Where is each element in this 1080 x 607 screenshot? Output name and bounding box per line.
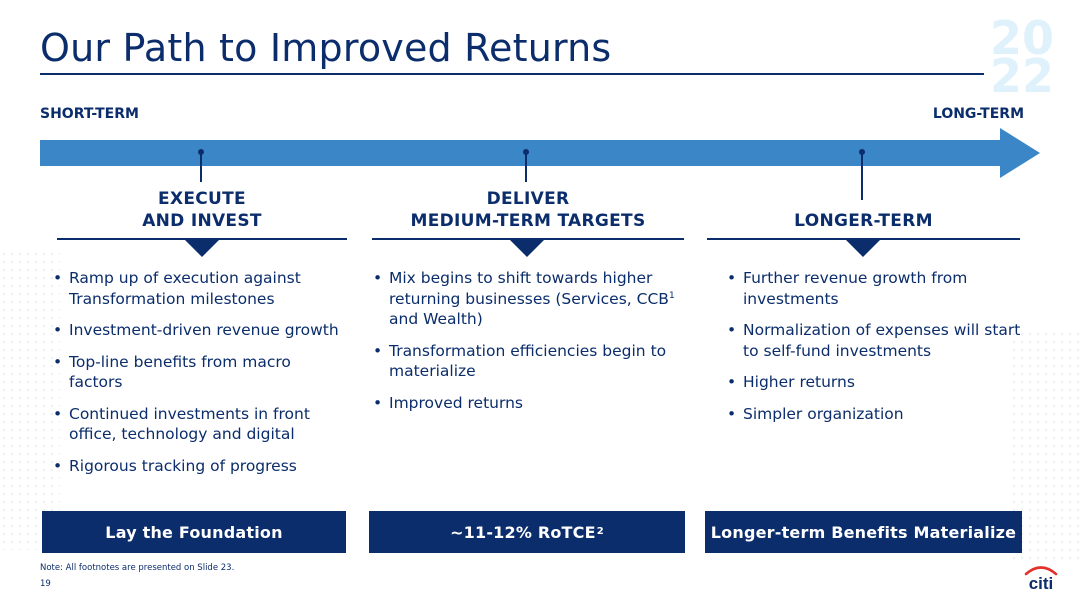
column-heading-line: MEDIUM-TERM TARGETS <box>410 211 646 231</box>
column-heading-line: AND INVEST <box>142 211 262 231</box>
year-watermark: 20 22 <box>990 11 1062 103</box>
column-pointer <box>184 239 220 257</box>
timeline-start-label: SHORT-TERM <box>40 106 139 122</box>
logo-wordmark: citi <box>1029 574 1054 591</box>
list-item: Simpler organization <box>727 404 1022 425</box>
column-pointer <box>509 239 545 257</box>
timeline-end-label: LONG-TERM <box>932 106 1024 122</box>
decorative-dot-pattern <box>0 250 60 550</box>
column-heading-line: DELIVER <box>486 189 570 209</box>
page-number: 19 <box>40 579 51 589</box>
column-divider <box>57 238 347 240</box>
timeline-marker-1 <box>198 149 204 182</box>
footnote-marker: 1 <box>668 290 675 301</box>
list-item-text: Mix begins to shift towards higher retur… <box>389 269 669 308</box>
column-divider <box>372 238 684 240</box>
year-watermark-bottom: 22 <box>990 49 1055 103</box>
bullet-list-execute: Ramp up of execution against Transformat… <box>53 268 343 487</box>
list-item: Higher returns <box>727 372 1022 393</box>
bullet-list-longer-term: Further revenue growth from investments … <box>727 268 1022 435</box>
banner-rotce-target: ~11-12% RoTCE 2 <box>369 511 685 553</box>
column-divider <box>707 238 1020 240</box>
banner-text: ~11-12% RoTCE <box>450 522 596 542</box>
list-item: Ramp up of execution against Transformat… <box>53 268 343 309</box>
column-heading-longer-term: LONGER-TERM <box>707 210 1020 232</box>
list-item: Investment-driven revenue growth <box>53 320 343 341</box>
column-heading-line: EXECUTE <box>158 189 246 209</box>
column-heading-deliver: DELIVER MEDIUM-TERM TARGETS <box>372 188 684 232</box>
citi-logo: citi <box>1024 566 1058 591</box>
list-item: Continued investments in front office, t… <box>53 404 343 445</box>
title-underline <box>40 73 984 75</box>
slide-title: Our Path to Improved Returns <box>40 26 612 70</box>
list-item: Transformation efficiencies begin to mat… <box>373 341 678 382</box>
list-item-text: and Wealth) <box>389 310 483 328</box>
column-heading-execute: EXECUTE AND INVEST <box>57 188 347 232</box>
timeline-arrow <box>40 128 1040 178</box>
column-pointer <box>845 239 881 257</box>
list-item: Further revenue growth from investments <box>727 268 1022 309</box>
timeline-marker-3 <box>859 149 865 200</box>
timeline-marker-2 <box>523 149 529 182</box>
footnote-text: Note: All footnotes are presented on Sli… <box>40 563 235 573</box>
year-watermark-top: 20 <box>990 11 1055 65</box>
list-item: Mix begins to shift towards higher retur… <box>373 268 678 330</box>
column-heading-line: LONGER-TERM <box>794 211 933 231</box>
banner-longer-term-benefits: Longer-term Benefits Materialize <box>705 511 1022 553</box>
list-item: Top-line benefits from macro factors <box>53 352 343 393</box>
list-item: Improved returns <box>373 393 678 414</box>
banner-lay-foundation: Lay the Foundation <box>42 511 346 553</box>
bullet-list-deliver: Mix begins to shift towards higher retur… <box>373 268 678 424</box>
list-item: Rigorous tracking of progress <box>53 456 343 477</box>
list-item: Normalization of expenses will start to … <box>727 320 1022 361</box>
